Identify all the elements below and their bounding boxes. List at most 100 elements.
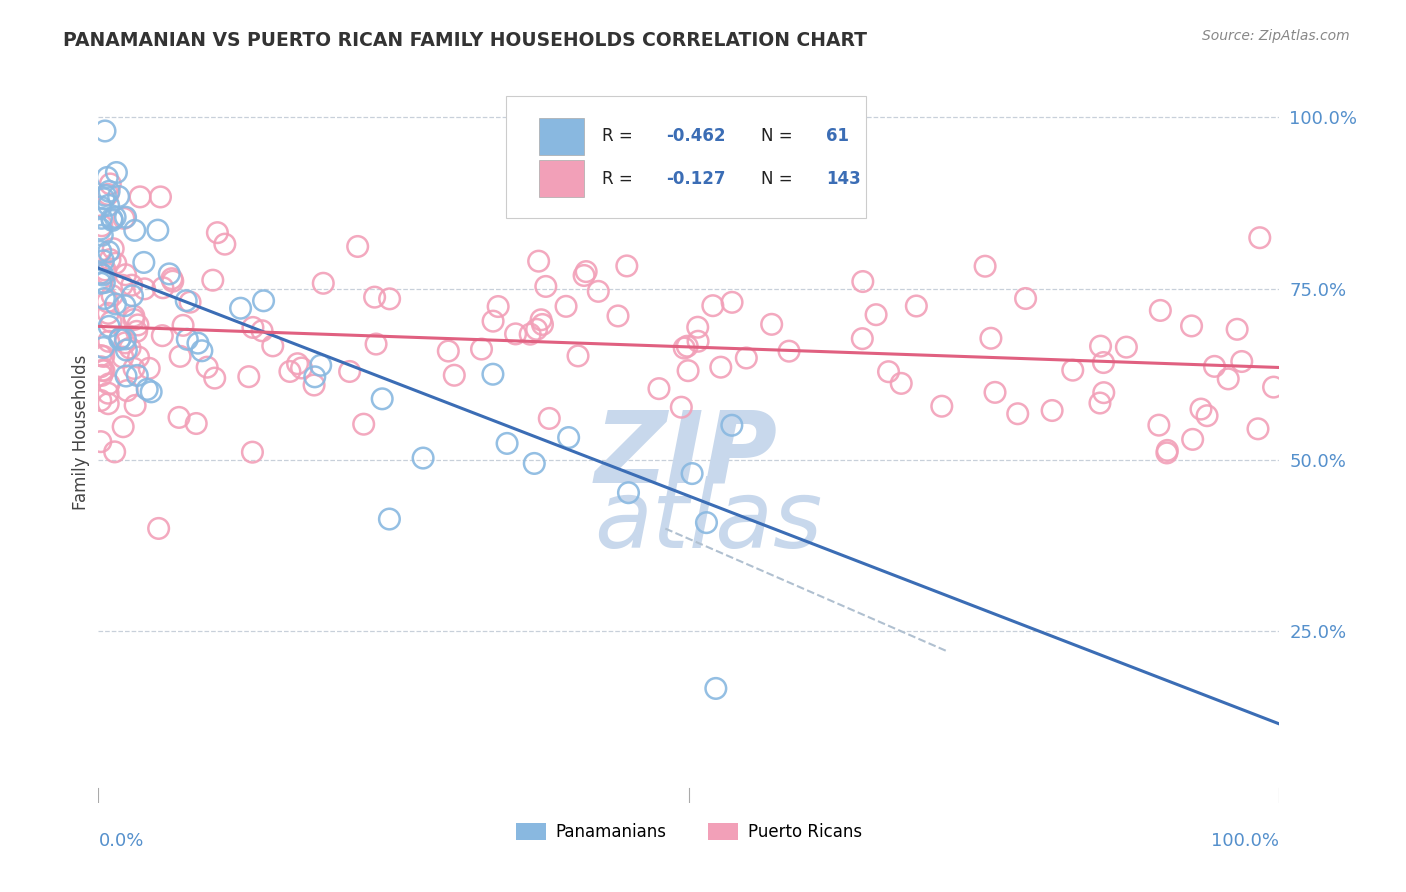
Point xyxy=(112,211,135,226)
Point xyxy=(557,431,579,445)
Point xyxy=(1156,443,1178,458)
Point xyxy=(186,417,208,431)
Point xyxy=(1204,359,1226,374)
Point xyxy=(90,219,112,233)
Point xyxy=(482,368,505,382)
Point xyxy=(97,397,120,411)
Point xyxy=(412,451,434,466)
Text: atlas: atlas xyxy=(595,476,823,567)
Point xyxy=(229,301,252,316)
Point xyxy=(1090,339,1112,353)
Point xyxy=(761,318,783,332)
Point xyxy=(104,256,127,270)
Point xyxy=(107,189,129,203)
Point xyxy=(346,239,368,253)
Point xyxy=(129,190,152,204)
Point xyxy=(378,292,401,306)
Point xyxy=(250,324,273,338)
Point xyxy=(1092,355,1115,369)
Point xyxy=(1147,418,1170,433)
Point xyxy=(101,211,124,226)
Point xyxy=(90,244,112,259)
Point xyxy=(312,277,335,291)
Point xyxy=(91,268,114,282)
Point xyxy=(339,364,361,378)
Point xyxy=(121,278,143,293)
Text: ZIP: ZIP xyxy=(595,407,778,503)
Point xyxy=(157,267,180,281)
Point xyxy=(364,337,387,351)
Point xyxy=(519,327,541,342)
Point xyxy=(98,252,121,267)
Point xyxy=(588,285,610,299)
Text: 143: 143 xyxy=(825,169,860,187)
FancyBboxPatch shape xyxy=(538,161,583,197)
Point xyxy=(378,512,401,526)
Point xyxy=(101,288,124,302)
Point xyxy=(122,312,145,326)
Point xyxy=(530,312,553,326)
Point xyxy=(363,290,385,304)
Point xyxy=(90,434,112,449)
Point xyxy=(94,263,117,277)
FancyBboxPatch shape xyxy=(506,95,866,218)
Point xyxy=(695,516,717,530)
Point xyxy=(115,384,138,398)
Point xyxy=(287,357,309,371)
Point xyxy=(852,275,875,289)
Point xyxy=(527,254,550,268)
Point xyxy=(114,268,136,282)
Point xyxy=(191,343,214,358)
Point xyxy=(98,185,121,199)
Point xyxy=(97,386,120,401)
Point xyxy=(278,364,301,378)
Point xyxy=(877,365,900,379)
Point xyxy=(138,361,160,376)
Point xyxy=(905,299,928,313)
Point xyxy=(252,293,274,308)
Y-axis label: Family Households: Family Households xyxy=(72,355,90,510)
Point xyxy=(98,376,121,391)
Point xyxy=(97,306,120,320)
Point xyxy=(90,276,112,290)
Point xyxy=(91,363,114,377)
Point xyxy=(262,339,284,353)
Point xyxy=(242,445,264,459)
Point xyxy=(931,399,953,413)
Point xyxy=(607,309,630,323)
Point xyxy=(167,410,190,425)
Point xyxy=(94,188,117,202)
Point xyxy=(648,382,671,396)
Point xyxy=(671,401,693,415)
Point xyxy=(735,351,758,365)
Point xyxy=(505,326,527,341)
Point xyxy=(127,368,149,383)
Point xyxy=(97,187,120,202)
Point xyxy=(778,344,800,359)
Point xyxy=(195,360,218,375)
Point xyxy=(152,281,174,295)
Point xyxy=(114,299,136,313)
Point xyxy=(90,200,112,214)
Point xyxy=(125,324,148,338)
Point xyxy=(704,681,727,696)
Point xyxy=(128,350,150,364)
Point xyxy=(721,418,744,433)
Point xyxy=(93,341,115,355)
Point xyxy=(148,521,170,535)
Point xyxy=(984,385,1007,400)
Point xyxy=(214,237,236,252)
Point xyxy=(132,255,155,269)
Point xyxy=(134,282,156,296)
Point xyxy=(127,318,149,332)
Point xyxy=(980,331,1002,345)
Point xyxy=(97,334,120,349)
Point xyxy=(575,264,598,278)
Point xyxy=(1247,422,1270,436)
Point xyxy=(201,273,224,287)
Text: 100.0%: 100.0% xyxy=(1212,832,1279,850)
Point xyxy=(1062,363,1084,377)
Point xyxy=(1092,385,1115,400)
Point xyxy=(90,349,112,363)
Point xyxy=(90,222,112,236)
